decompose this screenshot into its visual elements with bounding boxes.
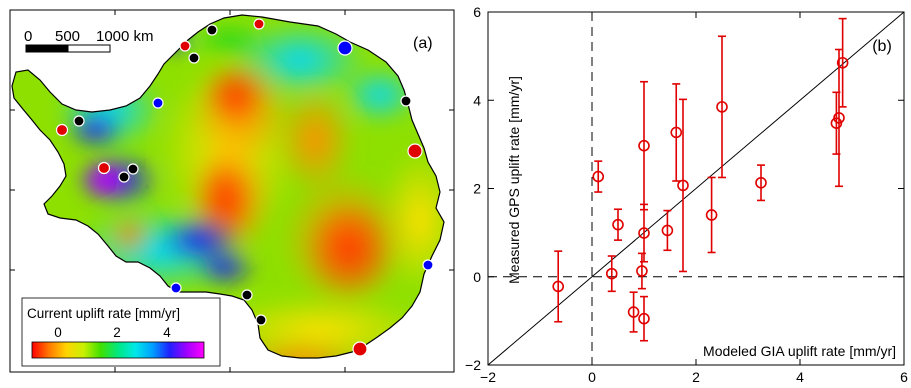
scale-segment-white [67, 44, 111, 53]
data-point [755, 176, 767, 189]
y-tick-label: 6 [473, 4, 481, 20]
panel-a-map: 0 500 1000 km (a) [9, 9, 455, 373]
x-tick-label: 0 [588, 369, 596, 385]
x-axis-label: Modeled GIA uplift rate [mm/yr] [703, 343, 896, 359]
map-frame-ticks [10, 10, 454, 372]
x-tick-label: 4 [796, 369, 804, 385]
station-red [179, 40, 191, 52]
data-point [636, 265, 648, 277]
station-black [206, 24, 218, 36]
y-axis-label: Measured GPS uplift rate [mm/yr] [506, 76, 522, 284]
data-point [612, 218, 624, 231]
station-red [97, 161, 111, 175]
station-red [407, 143, 423, 159]
gps-stations [55, 18, 434, 357]
data-point [705, 209, 718, 221]
x-tick-label: 6 [900, 369, 908, 385]
colorbar-gradient [31, 341, 205, 359]
data-point [592, 170, 605, 183]
station-blue [422, 259, 434, 271]
data-point [638, 227, 650, 239]
continent-outline [11, 14, 445, 359]
panel-a-label: (a) [413, 35, 433, 52]
y-tick-label: 4 [473, 92, 481, 108]
reference-lines [487, 11, 905, 366]
station-black [73, 115, 85, 127]
data-point [836, 56, 849, 69]
panel-b-scatter: −2 0 2 4 6 −2 0 2 4 6 (b) Modeled GIA uplift rat… [465, 4, 908, 385]
scale-segment-black [25, 44, 69, 53]
colorbar-tick-2: 2 [113, 325, 121, 340]
data-point [627, 306, 640, 318]
data-point [716, 101, 728, 113]
station-black [241, 289, 253, 301]
data-point [833, 112, 845, 124]
data-point [638, 312, 650, 325]
panel-b-label: (b) [872, 38, 892, 55]
colorbar-title: Current uplift rate [mm/yr] [27, 306, 180, 321]
station-black [400, 95, 412, 107]
station-blue [152, 97, 164, 109]
scale-label-0: 0 [24, 28, 32, 45]
data-point [638, 139, 650, 152]
station-red [253, 18, 265, 30]
scale-label-500: 500 [55, 28, 80, 45]
colorbar: Current uplift rate [mm/yr] 0 2 4 [21, 297, 221, 367]
station-black [118, 171, 130, 183]
y-tick-label: −2 [465, 357, 481, 373]
x-axis-ticks: −2 0 2 4 6 [480, 12, 908, 385]
scale-label-1000km: 1000 km [96, 28, 154, 45]
data-point [670, 126, 683, 139]
station-red [55, 123, 69, 137]
y-tick-label: 2 [473, 181, 481, 197]
y-tick-label: 0 [473, 269, 481, 285]
station-red [352, 341, 368, 357]
station-black [188, 52, 200, 64]
colorbar-tick-0: 0 [54, 325, 62, 340]
data-point [661, 224, 674, 237]
station-blue [337, 40, 353, 56]
data-point [552, 280, 565, 293]
colorbar-tick-4: 4 [163, 325, 171, 340]
data-point [677, 179, 689, 192]
data-points [552, 17, 849, 342]
data-point [605, 267, 618, 280]
station-blue [170, 282, 182, 294]
station-black [127, 163, 139, 175]
scale-bar: 0 500 1000 km [24, 28, 154, 53]
one-to-one-line [487, 11, 905, 366]
y-axis-ticks: −2 0 2 4 6 [465, 4, 904, 373]
x-tick-label: −2 [480, 369, 496, 385]
station-black [255, 314, 267, 326]
x-tick-label: 2 [692, 369, 700, 385]
data-point [830, 117, 843, 129]
